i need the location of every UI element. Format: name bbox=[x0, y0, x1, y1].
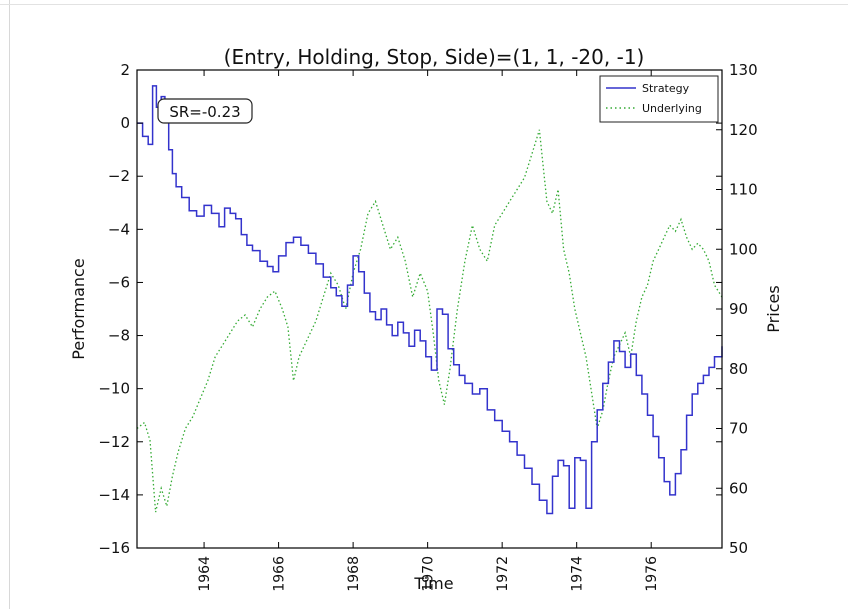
sr-annotation: SR=-0.23 bbox=[157, 98, 253, 124]
y-right-tick-label: 60 bbox=[729, 479, 748, 497]
y-axis-label-right: Prices bbox=[764, 285, 783, 332]
y-right-tick-label: 50 bbox=[729, 539, 748, 557]
y-left-tick-label: −10 bbox=[98, 380, 130, 398]
sr-annotation-text: SR=-0.23 bbox=[169, 103, 240, 121]
x-axis-label: Time bbox=[413, 574, 453, 593]
x-tick-label: 1966 bbox=[272, 556, 288, 592]
y-right-tick-label: 90 bbox=[729, 300, 748, 318]
frame-border-left bbox=[9, 0, 10, 609]
frame-border-top bbox=[0, 4, 848, 5]
x-tick-label: 1970 bbox=[421, 556, 437, 592]
y-right-tick-label: 100 bbox=[729, 240, 758, 258]
series-line-strategy bbox=[137, 85, 723, 515]
legend-box bbox=[599, 75, 719, 123]
x-tick-label: 1974 bbox=[570, 556, 586, 592]
y-axis-label-left: Performance bbox=[69, 258, 88, 359]
legend: Strategy Underlying bbox=[599, 75, 719, 123]
y-left-tick-label: −4 bbox=[108, 220, 130, 238]
y-right-tick-label: 70 bbox=[729, 420, 748, 438]
y-left-tick-label: −2 bbox=[108, 167, 130, 185]
legend-label-strategy: Strategy bbox=[642, 82, 690, 95]
chart-title: (Entry, Holding, Stop, Side)=(1, 1, -20,… bbox=[224, 45, 645, 69]
y-left-tick-label: −16 bbox=[98, 539, 130, 557]
y-right-tick-label: 80 bbox=[729, 360, 748, 378]
y-left-tick-label: −14 bbox=[98, 486, 130, 504]
y-right-tick-label: 120 bbox=[729, 121, 758, 139]
x-tick-label: 1964 bbox=[197, 556, 213, 592]
y-right-tick-label: 110 bbox=[729, 181, 758, 199]
x-tick-label: 1972 bbox=[495, 556, 511, 592]
y-left-tick-label: 0 bbox=[120, 114, 130, 132]
plot-area bbox=[136, 85, 723, 515]
y-right-tick-label: 130 bbox=[729, 61, 758, 79]
y-left-tick-label: −6 bbox=[108, 273, 130, 291]
y-left-tick-label: 2 bbox=[120, 61, 130, 79]
x-tick-label: 1976 bbox=[644, 556, 660, 592]
x-tick-label: 1968 bbox=[346, 556, 362, 592]
legend-label-underlying: Underlying bbox=[642, 102, 702, 115]
sr-annotation-box bbox=[157, 98, 253, 124]
axes: 2 0 −2 −4 −6 −8 −10 −12 −14 −16 130 120 110 100 90 80 70… bbox=[98, 61, 757, 592]
y-left-tick-label: −12 bbox=[98, 433, 130, 451]
y-left-tick-label: −8 bbox=[108, 327, 130, 345]
series-line-underlying bbox=[136, 129, 723, 513]
